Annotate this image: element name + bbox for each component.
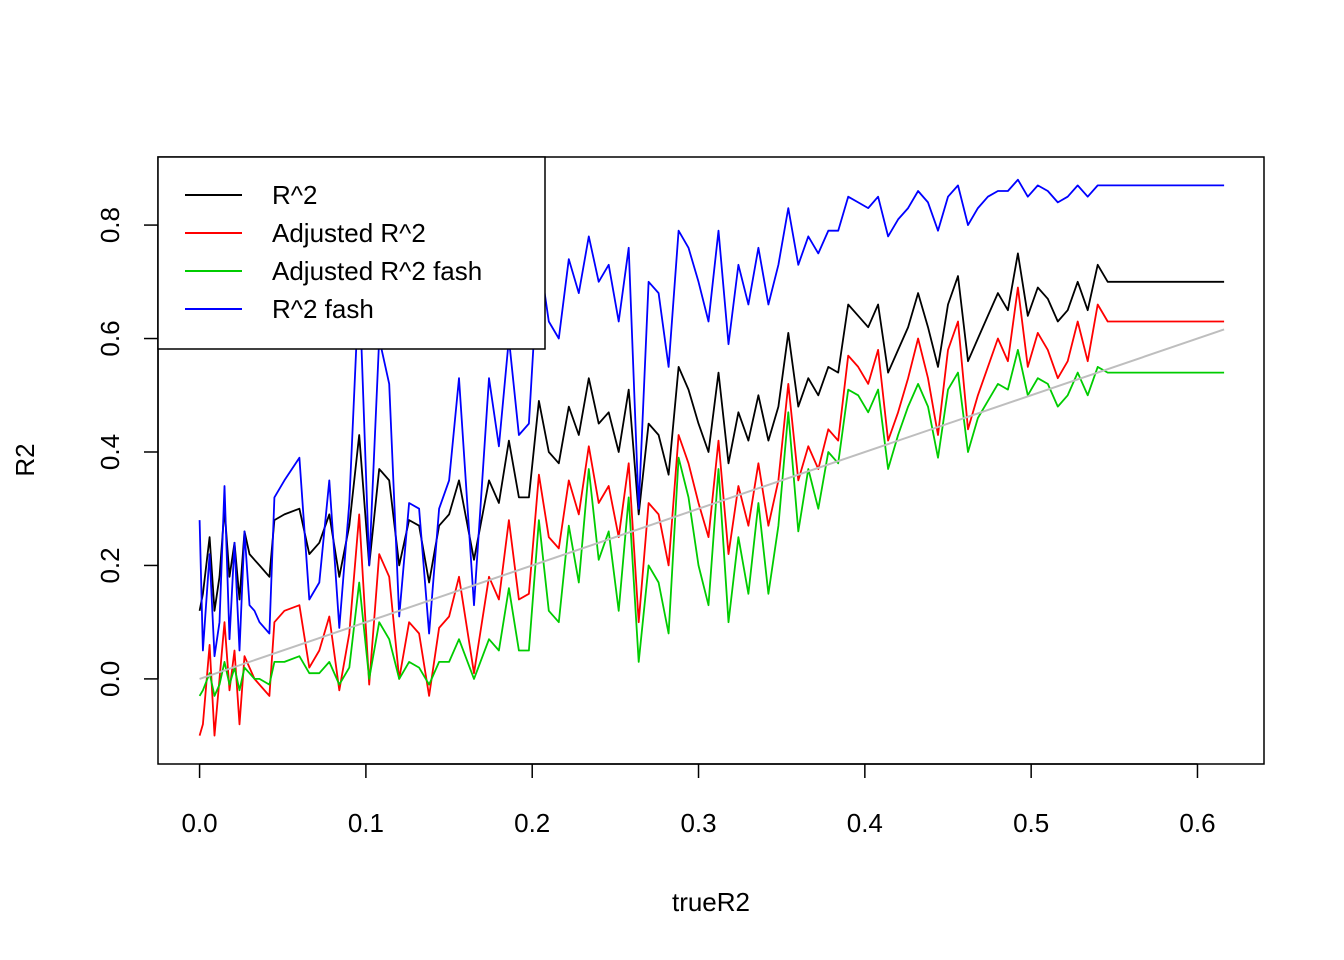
- reference-line: [199, 328, 1225, 680]
- series-line-1: [198, 252, 1225, 612]
- y-axis-label: R2: [10, 443, 40, 476]
- x-tick-label: 0.1: [348, 808, 384, 838]
- legend-label: R^2: [272, 180, 317, 210]
- legend: R^2 Adjusted R^2 Adjusted R^2 fash R^2 fash: [157, 156, 546, 350]
- series-line-3: [198, 348, 1225, 697]
- x-tick-label: 0.6: [1179, 808, 1215, 838]
- legend-label: Adjusted R^2: [272, 218, 426, 248]
- plot-box: [157, 156, 1265, 765]
- series-group: [198, 178, 1225, 737]
- y-tick-label: 0.6: [95, 320, 125, 356]
- x-tick-label: 0.0: [182, 808, 218, 838]
- x-tick-label: 0.4: [847, 808, 883, 838]
- legend-label: Adjusted R^2 fash: [272, 256, 482, 286]
- tick-group: 0.0 0.1 0.2 0.3 0.4 0.5 0.6 0.0 0.2 0.4 0.6 0.8: [95, 207, 1216, 838]
- x-axis-label: trueR2: [672, 887, 750, 917]
- y-tick-label: 0.2: [95, 547, 125, 583]
- x-tick-label: 0.2: [514, 808, 550, 838]
- y-tick-label: 0.4: [95, 434, 125, 470]
- x-tick-label: 0.5: [1013, 808, 1049, 838]
- series-line-4: [198, 178, 1225, 658]
- legend-label: R^2 fash: [272, 294, 374, 324]
- x-tick-label: 0.3: [680, 808, 716, 838]
- series-line-2: [198, 286, 1225, 737]
- y-tick-label: 0.0: [95, 661, 125, 697]
- y-tick-label: 0.8: [95, 207, 125, 243]
- legend-box: [157, 156, 546, 350]
